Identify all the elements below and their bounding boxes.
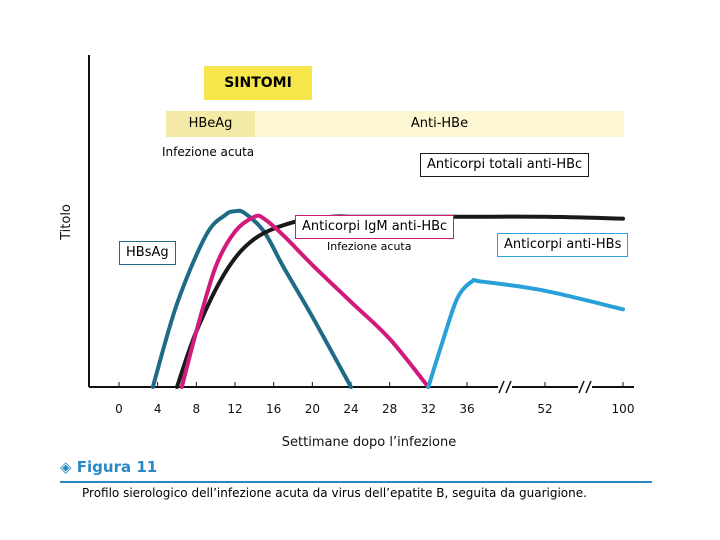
x-tick-label: 12 xyxy=(227,402,242,416)
series-label-total-anti-hbc: Anticorpi totali anti-HBc xyxy=(420,153,590,177)
axis-break-mark xyxy=(498,380,505,394)
series-line-anti-hbs xyxy=(426,277,625,389)
series-label-hbsag: HBsAg xyxy=(119,241,176,265)
series-line-hbsag xyxy=(150,208,353,389)
axis-break-mark xyxy=(578,380,585,394)
x-tick-label: 20 xyxy=(305,402,320,416)
x-tick-label: 24 xyxy=(343,402,358,416)
series-label-igm-anti-hbc: Anticorpi IgM anti-HBc xyxy=(295,215,455,239)
axis-break-gap-1 xyxy=(578,383,592,391)
x-tick-label: 28 xyxy=(382,402,397,416)
acute-infection-note-igm: Infezione acuta xyxy=(327,240,412,253)
series-line-igm-anti-hbc xyxy=(179,213,431,389)
axis-break-mark xyxy=(585,380,592,394)
figure-rule xyxy=(60,481,652,483)
figure-diamond-icon: ◈ xyxy=(60,458,72,476)
hbeag-band: HBeAg xyxy=(166,111,255,137)
x-tick-label: 8 xyxy=(193,402,201,416)
axis-break-mark xyxy=(505,380,512,394)
axis-break-gap-0 xyxy=(498,383,512,391)
x-axis-label: Settimane dopo l’infezione xyxy=(282,435,456,450)
figure-number: Figura 11 xyxy=(76,458,158,476)
anti-hbe-band: Anti-HBe xyxy=(255,111,624,137)
figure-caption: Profilo sierologico dell’infezione acuta… xyxy=(82,486,587,500)
x-tick-label: 100 xyxy=(612,402,635,416)
symptoms-box: SINTOMI xyxy=(204,66,312,100)
figure-title: ◈ Figura 11 xyxy=(60,458,157,476)
series-label-anti-hbs: Anticorpi anti-HBs xyxy=(497,233,629,257)
acute-infection-note: Infezione acuta xyxy=(162,145,255,159)
x-tick-label: 52 xyxy=(537,402,552,416)
x-tick-label: 32 xyxy=(421,402,436,416)
x-tick-label: 0 xyxy=(115,402,123,416)
x-tick-label: 36 xyxy=(459,402,474,416)
y-axis-label: Titolo xyxy=(59,204,74,241)
x-tick-label: 16 xyxy=(266,402,281,416)
x-tick-label: 4 xyxy=(154,402,162,416)
